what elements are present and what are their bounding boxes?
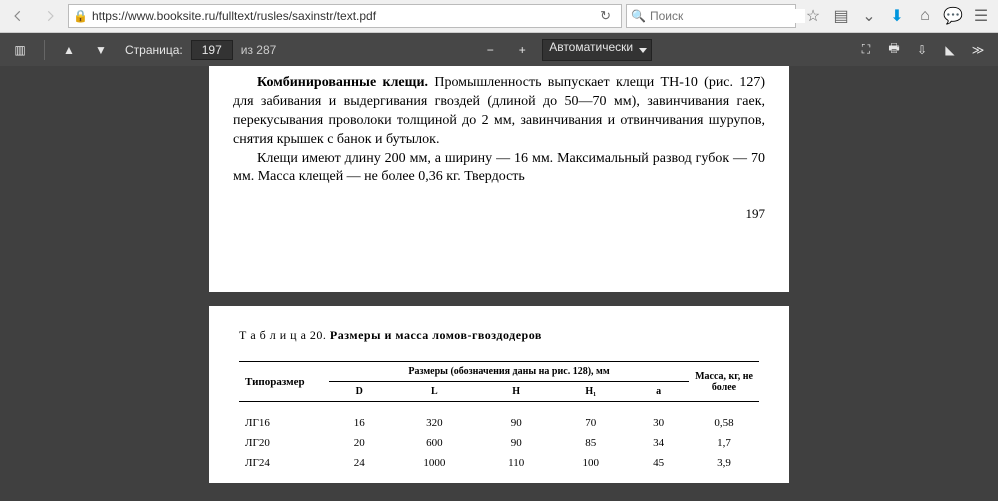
col-type: Типоразмер (239, 362, 329, 402)
toolbar-icons: ☆ ▤ ⌄ ⬇ ⌂ 💬 ☰ (800, 4, 994, 28)
table-cell: ЛГ16 (239, 403, 329, 433)
search-bar[interactable]: 🔍 (626, 4, 796, 28)
table-row: ЛГ20206009085341,7 (239, 433, 759, 453)
download-icon[interactable]: ⇩ (910, 38, 934, 62)
menu-icon[interactable]: ☰ (968, 4, 994, 28)
col-mass: Масса, кг, не более (689, 362, 759, 402)
back-button[interactable] (4, 4, 32, 28)
reader-icon[interactable]: ▤ (828, 4, 854, 28)
more-icon[interactable]: ≫ (966, 38, 990, 62)
pdf-toolbar: ▥ ▲ ▼ Страница: из 287 − + Автоматически… (0, 33, 998, 66)
table-row: ЛГ16163209070300,58 (239, 403, 759, 433)
page-gap (0, 292, 998, 306)
forward-button[interactable] (36, 4, 64, 28)
subcol: H₁ (553, 382, 628, 402)
paragraph: Клещи имеют длину 200 мм, а ширину — 16 … (233, 150, 765, 188)
page-number: 197 (233, 205, 765, 223)
downloads-icon[interactable]: ⬇ (884, 4, 910, 28)
zoom-label: Автоматически (549, 40, 633, 54)
subcol: L (390, 382, 480, 402)
chevron-down-icon (639, 48, 647, 53)
page-label: Страница: (125, 43, 183, 57)
table-cell: 90 (479, 433, 553, 453)
table-cell: 30 (628, 403, 689, 433)
table-cell: 3,9 (689, 453, 759, 473)
subcol: a (628, 382, 689, 402)
table-cell: 70 (553, 403, 628, 433)
sidebar-toggle-icon[interactable]: ▥ (8, 38, 32, 62)
table-cell: 1000 (390, 453, 480, 473)
pdf-viewport[interactable]: Комбинированные клещи. Промышленность вы… (0, 66, 998, 501)
paragraph: Комбинированные клещи. Промышленность вы… (233, 74, 765, 150)
subcol: H (479, 382, 553, 402)
table-cell: 110 (479, 453, 553, 473)
url-bar[interactable]: 🔒 ↻ (68, 4, 622, 28)
print-icon[interactable]: 🖶 (882, 38, 906, 62)
col-dims: Размеры (обозначения даны на рис. 128), … (329, 362, 689, 382)
pdf-page-198: Т а б л и ц а 20. Размеры и масса ломов-… (209, 306, 789, 483)
table-cell: 24 (329, 453, 390, 473)
table-name: Размеры и масса ломов-гвоздодеров (330, 328, 542, 342)
bookmark-icon[interactable]: ◣ (938, 38, 962, 62)
table-cell: ЛГ24 (239, 453, 329, 473)
paragraph-bold: Комбинированные клещи. (257, 75, 428, 90)
bookmark-star-icon[interactable]: ☆ (800, 4, 826, 28)
table-cell: 20 (329, 433, 390, 453)
url-input[interactable] (92, 9, 594, 23)
reload-button[interactable]: ↻ (594, 8, 617, 24)
table-cell: 90 (479, 403, 553, 433)
fullscreen-icon[interactable]: ⛶ (854, 38, 878, 62)
zoom-in-icon[interactable]: + (510, 38, 534, 62)
table-cell: 16 (329, 403, 390, 433)
data-table: Типоразмер Размеры (обозначения даны на … (239, 361, 759, 473)
table-cell: ЛГ20 (239, 433, 329, 453)
table-cell: 34 (628, 433, 689, 453)
browser-bar: 🔒 ↻ 🔍 ☆ ▤ ⌄ ⬇ ⌂ 💬 ☰ (0, 0, 998, 33)
home-icon[interactable]: ⌂ (912, 4, 938, 28)
next-page-icon[interactable]: ▼ (89, 38, 113, 62)
search-icon: 🔍 (631, 9, 646, 23)
chat-icon[interactable]: 💬 (940, 4, 966, 28)
search-input[interactable] (650, 9, 805, 23)
table-cell: 320 (390, 403, 480, 433)
separator (44, 40, 45, 60)
table-label: Т а б л и ц а 20. (239, 328, 326, 342)
pocket-icon[interactable]: ⌄ (856, 4, 882, 28)
zoom-out-icon[interactable]: − (478, 38, 502, 62)
table-cell: 600 (390, 433, 480, 453)
subcol: D (329, 382, 390, 402)
table-cell: 0,58 (689, 403, 759, 433)
page-input[interactable] (191, 40, 233, 60)
table-cell: 100 (553, 453, 628, 473)
lock-icon: 🔒 (73, 9, 88, 23)
table-title: Т а б л и ц а 20. Размеры и масса ломов-… (239, 328, 759, 343)
table-row: ЛГ24241000110100453,9 (239, 453, 759, 473)
page-total: из 287 (241, 43, 277, 57)
table-cell: 85 (553, 433, 628, 453)
prev-page-icon[interactable]: ▲ (57, 38, 81, 62)
zoom-select[interactable]: Автоматически (542, 39, 652, 61)
table-cell: 1,7 (689, 433, 759, 453)
pdf-page-197: Комбинированные клещи. Промышленность вы… (209, 66, 789, 292)
table-cell: 45 (628, 453, 689, 473)
